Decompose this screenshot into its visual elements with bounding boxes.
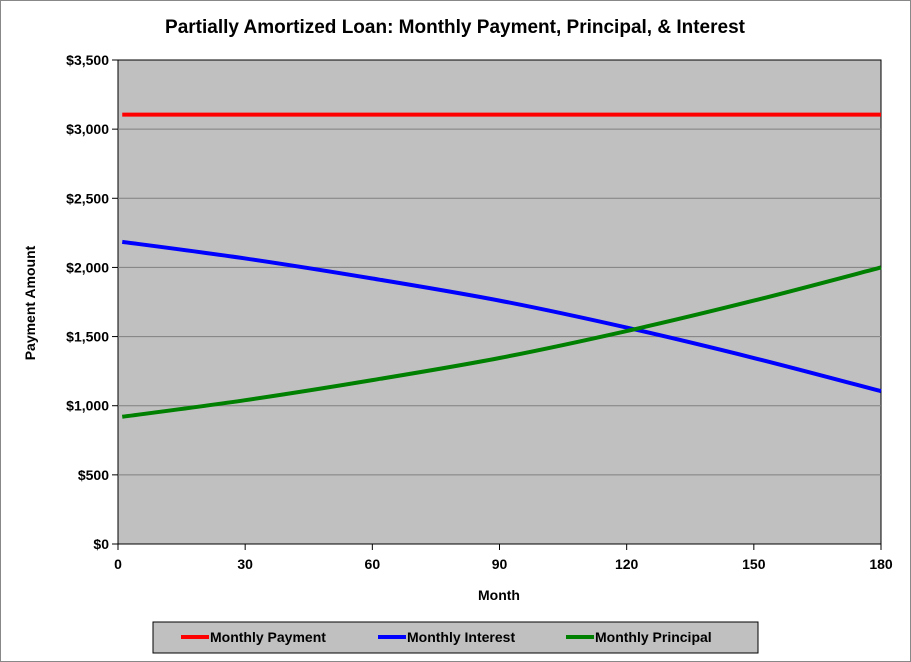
y-axis-label: Payment Amount	[22, 245, 38, 360]
y-tick-label: $2,000	[66, 259, 109, 275]
y-tick-label: $0	[93, 536, 109, 552]
x-tick-label: 30	[237, 556, 253, 572]
legend-box	[152, 621, 759, 654]
y-tick-label: $2,500	[66, 190, 109, 206]
chart-title: Partially Amortized Loan: Monthly Paymen…	[165, 17, 746, 38]
y-axis-ticks: $0 $500 $1,000 $1,500 $2,000 $2,500 $3,000 $3,5…	[66, 52, 118, 552]
grid-lines	[118, 128, 881, 476]
legend-label-monthly-interest: Monthly Interest	[407, 629, 515, 645]
series-line-monthly-interest	[121, 239, 882, 394]
legend-label-monthly-principal: Monthly Principal	[595, 629, 712, 645]
y-tick-label: $1,000	[66, 398, 109, 414]
y-tick-label: $500	[78, 467, 109, 483]
x-tick-label: 90	[492, 556, 508, 572]
y-tick-label: $3,500	[66, 52, 109, 68]
x-tick-label: 150	[742, 556, 766, 572]
y-tick-label: $3,000	[66, 121, 109, 137]
series-line-monthly-principal	[121, 265, 882, 419]
x-tick-label: 120	[615, 556, 639, 572]
legend: Monthly Payment Monthly Interest Monthly P…	[152, 621, 759, 654]
legend-label-monthly-payment: Monthly Payment	[210, 629, 326, 645]
x-axis-ticks: 0 30 60 90 120 150 180	[114, 544, 893, 572]
x-tick-label: 60	[365, 556, 381, 572]
x-tick-label: 0	[114, 556, 122, 572]
series-lines	[121, 112, 882, 419]
x-tick-label: 180	[869, 556, 893, 572]
y-tick-label: $1,500	[66, 329, 109, 345]
x-axis-label: Month	[478, 587, 520, 603]
